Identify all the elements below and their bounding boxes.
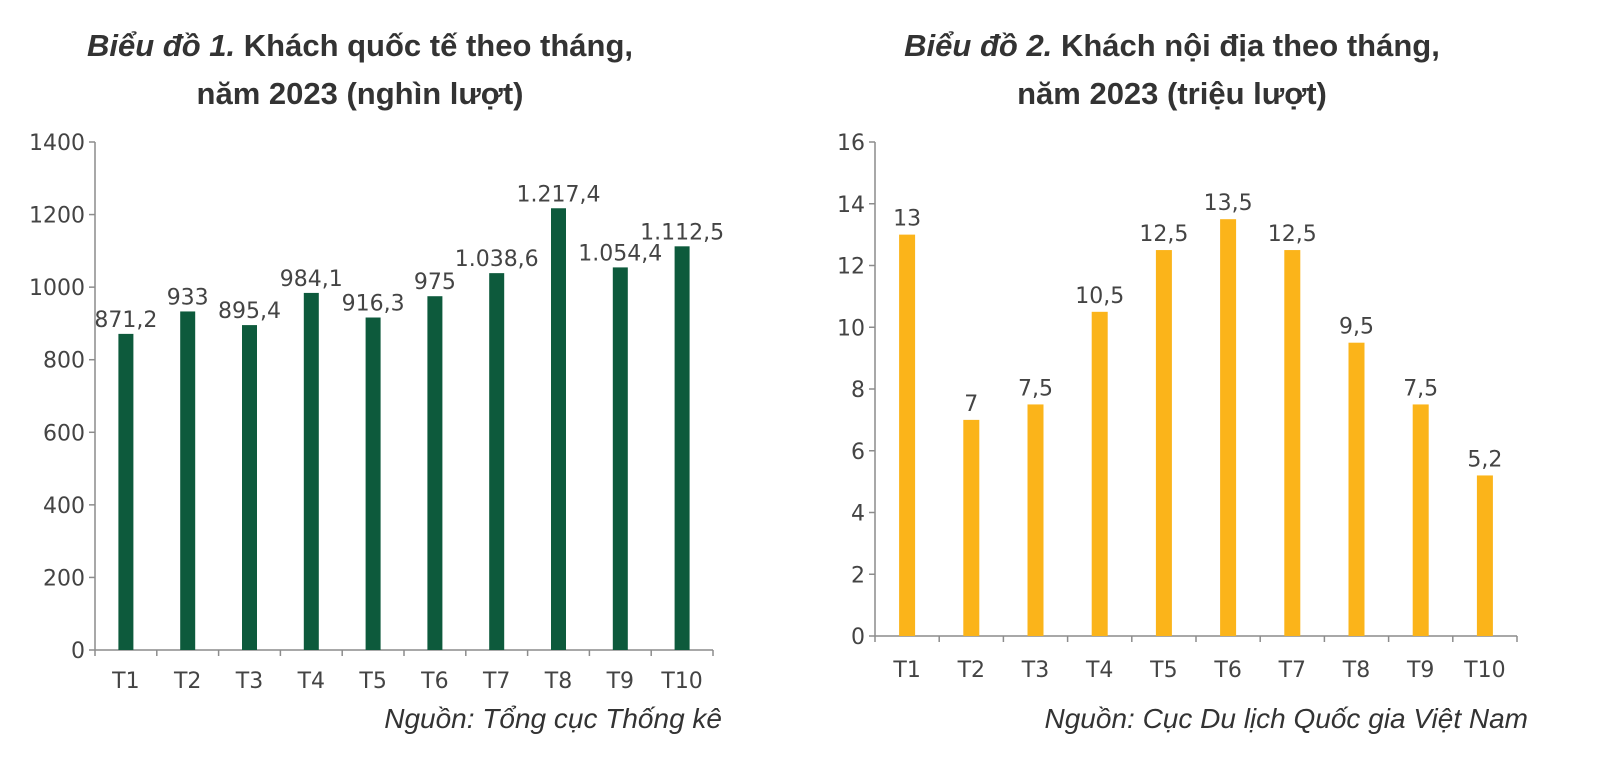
y-tick-label: 200 xyxy=(43,566,85,591)
data-label: 1.217,4 xyxy=(517,182,601,207)
bar xyxy=(180,311,196,650)
x-tick-label: T1 xyxy=(111,669,139,694)
bar xyxy=(963,419,980,636)
x-tick-label: T8 xyxy=(544,669,572,694)
x-tick-label: T5 xyxy=(1149,658,1177,683)
data-label: 895,4 xyxy=(218,299,281,324)
y-tick-label: 1400 xyxy=(29,131,85,156)
y-tick-label: 1200 xyxy=(29,204,85,229)
data-label: 1.054,4 xyxy=(578,241,662,266)
bar xyxy=(1220,219,1237,636)
chart-source: Nguồn: Tổng cục Thống kê xyxy=(384,703,722,734)
bar xyxy=(899,234,916,636)
data-label: 984,1 xyxy=(280,267,343,292)
x-tick-label: T6 xyxy=(1213,658,1241,683)
x-tick-label: T1 xyxy=(892,658,920,683)
bar xyxy=(118,333,134,650)
bar xyxy=(551,208,566,650)
bar xyxy=(1412,404,1429,636)
bar xyxy=(674,246,690,651)
y-tick-label: 400 xyxy=(43,494,85,519)
x-tick-label: T7 xyxy=(1278,658,1306,683)
x-tick-label: T2 xyxy=(173,669,201,694)
x-tick-label: T2 xyxy=(957,658,985,683)
data-label: 1.112,5 xyxy=(640,220,724,245)
data-label: 916,3 xyxy=(342,292,405,317)
x-tick-label: T5 xyxy=(358,669,386,694)
bar xyxy=(427,296,443,650)
chart-title: Biểu đồ 2. Khách nội địa theo tháng, năm… xyxy=(772,22,1572,118)
data-label: 7,5 xyxy=(1403,376,1438,401)
x-tick-label: T3 xyxy=(235,669,263,694)
data-label: 12,5 xyxy=(1139,222,1188,247)
bar xyxy=(489,273,505,650)
data-label: 13 xyxy=(893,207,921,232)
bar xyxy=(612,267,628,650)
data-label: 871,2 xyxy=(94,308,157,333)
y-tick-label: 14 xyxy=(837,193,865,218)
bar xyxy=(1348,342,1365,636)
chart-title-rest: Khách nội địa theo tháng, xyxy=(1060,28,1440,63)
bar xyxy=(1027,404,1044,636)
data-label: 10,5 xyxy=(1075,284,1124,309)
y-tick-label: 8 xyxy=(851,378,865,403)
chart-source: Nguồn: Cục Du lịch Quốc gia Việt Nam xyxy=(1044,703,1529,734)
data-label: 7 xyxy=(964,392,978,417)
x-tick-label: T10 xyxy=(1463,658,1505,683)
y-tick-label: 0 xyxy=(851,625,865,650)
x-tick-label: T4 xyxy=(297,669,325,694)
bar xyxy=(303,292,319,650)
y-tick-label: 1000 xyxy=(29,276,85,301)
bar xyxy=(365,317,381,650)
data-label: 7,5 xyxy=(1018,376,1053,401)
chart-title: Biểu đồ 1. Khách quốc tế theo tháng, năm… xyxy=(0,22,760,118)
x-tick-label: T3 xyxy=(1021,658,1049,683)
chart-title-rest: Khách quốc tế theo tháng, xyxy=(243,28,633,63)
data-label: 5,2 xyxy=(1467,447,1502,472)
x-tick-label: T9 xyxy=(606,669,634,694)
data-label: 13,5 xyxy=(1204,191,1253,216)
y-tick-label: 600 xyxy=(43,421,85,446)
data-label: 12,5 xyxy=(1268,222,1317,247)
y-tick-label: 16 xyxy=(837,131,865,156)
bar-chart-domestic: 0 2 4 6 8 10 12 14 16 13 T1 7 T2 7,5 T3 10,5 T4 12,5 T5 13,… xyxy=(837,131,1518,683)
bar xyxy=(242,325,257,650)
chart-title-prefix: Biểu đồ 2. xyxy=(904,28,1053,63)
y-tick-label: 2 xyxy=(851,563,865,588)
bar xyxy=(1091,311,1108,636)
chart-title-line2: năm 2023 (nghìn lượt) xyxy=(196,76,524,111)
y-tick-label: 800 xyxy=(43,349,85,374)
data-label: 933 xyxy=(167,285,209,310)
x-tick-label: T7 xyxy=(482,669,510,694)
x-tick-label: T4 xyxy=(1085,658,1113,683)
data-label: 9,5 xyxy=(1339,315,1374,340)
chart-title-prefix: Biểu đồ 1. xyxy=(87,28,236,63)
x-tick-label: T6 xyxy=(420,669,448,694)
bar xyxy=(1155,250,1172,636)
y-tick-label: 6 xyxy=(851,440,865,465)
y-tick-label: 12 xyxy=(837,255,865,280)
bar xyxy=(1284,250,1301,636)
bar xyxy=(1476,475,1493,636)
bar-chart-international: 0 200 400 600 800 1000 1200 1400 871,2 T1 933 T2 895… xyxy=(29,131,724,694)
y-tick-label: 0 xyxy=(71,639,85,664)
data-label: 975 xyxy=(414,270,456,295)
chart-title-line2: năm 2023 (triệu lượt) xyxy=(1017,76,1327,111)
chart-panel-international: Biểu đồ 1. Khách quốc tế theo tháng, năm… xyxy=(0,22,760,734)
chart-panel-domestic: Biểu đồ 2. Khách nội địa theo tháng, năm… xyxy=(800,0,1600,782)
y-tick-label: 10 xyxy=(837,316,865,341)
x-tick-label: T8 xyxy=(1342,658,1370,683)
data-label: 1.038,6 xyxy=(455,247,539,272)
x-tick-label: T10 xyxy=(660,669,702,694)
x-tick-label: T9 xyxy=(1406,658,1434,683)
y-tick-label: 4 xyxy=(851,502,865,527)
